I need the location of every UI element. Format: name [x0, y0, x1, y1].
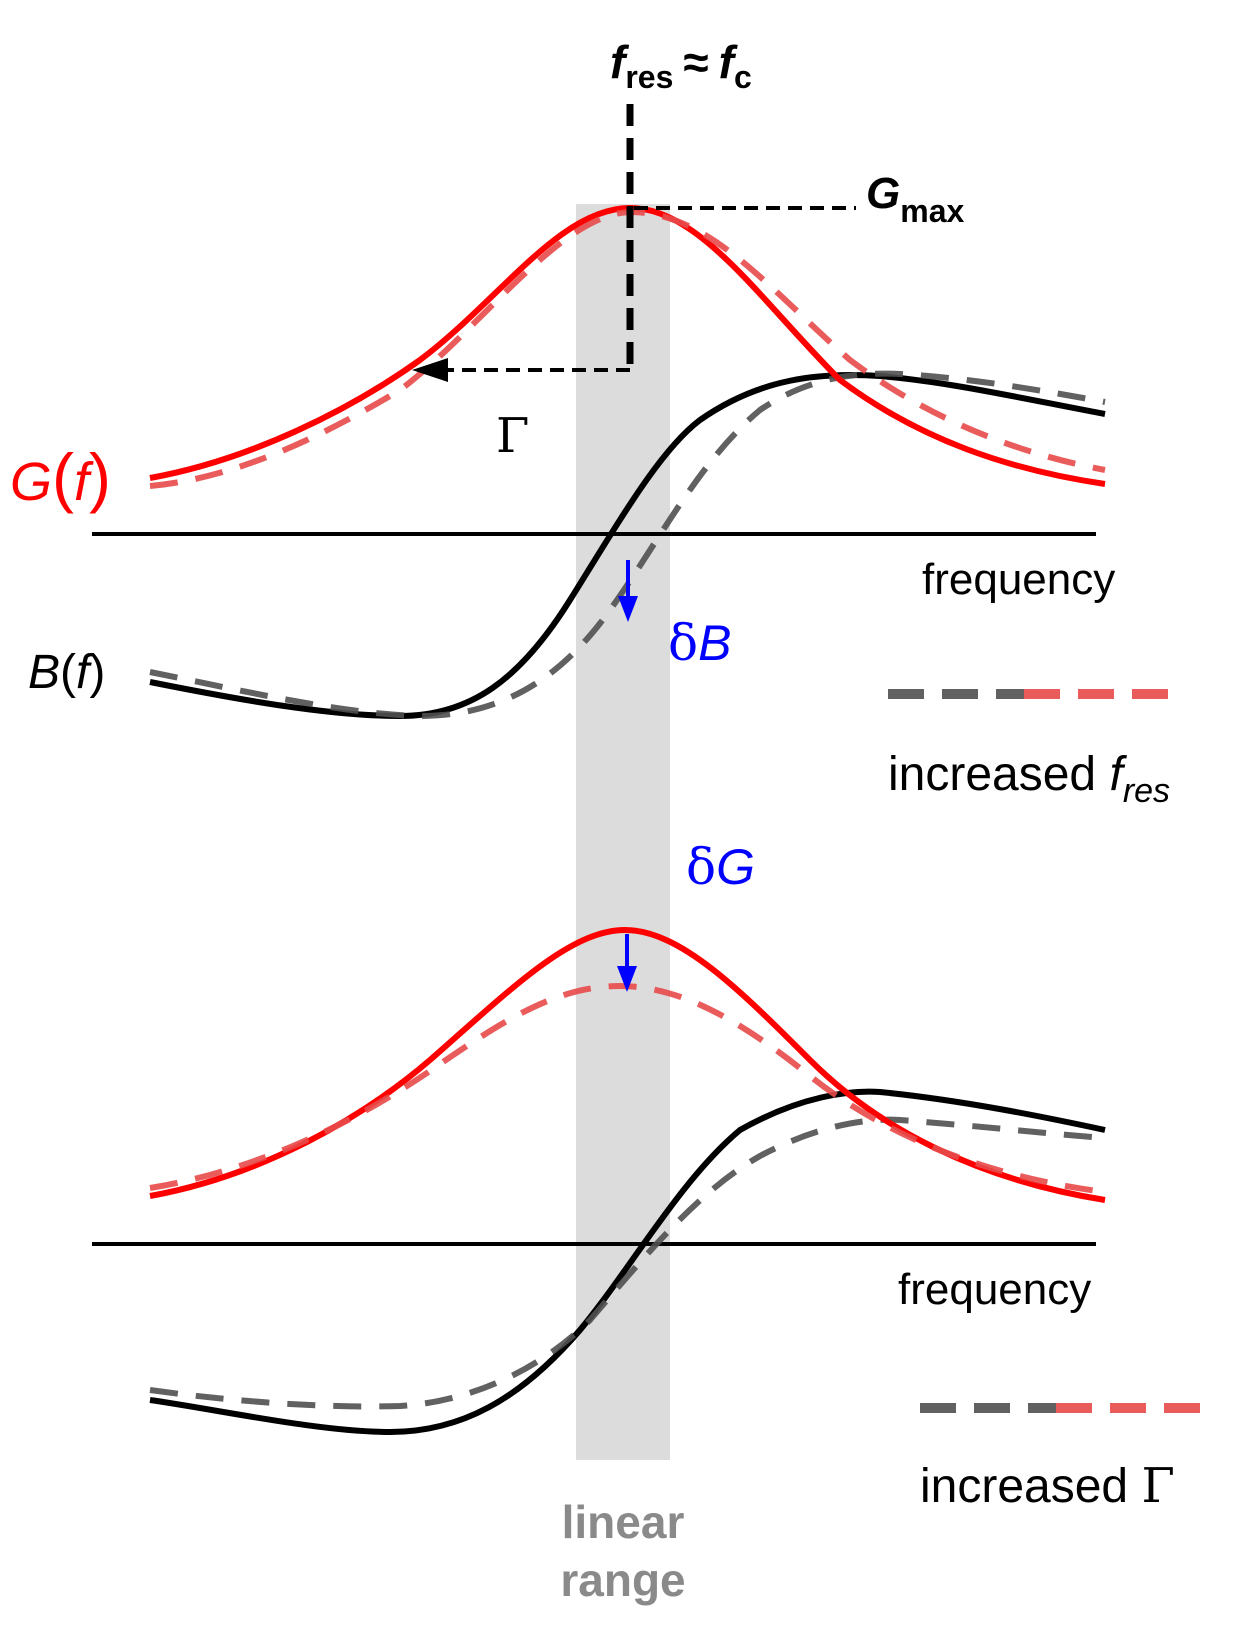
gamma-label: Γ: [496, 408, 529, 464]
susceptance-curve-top-shifted: [149, 370, 1106, 720]
conductance-curve-bottom-shifted: [149, 982, 1106, 1195]
b-of-f-label: B(f): [28, 646, 105, 699]
left-arrow-icon: [412, 358, 448, 382]
susceptance-curve-bottom-shifted: [149, 1116, 1106, 1410]
susceptance-curve-top: [149, 371, 1106, 720]
susceptance-curve-bottom: [149, 1088, 1106, 1436]
gmax-label: Gmax: [866, 169, 964, 229]
frequency-label-top: frequency: [922, 555, 1115, 604]
delta-b-label: δB: [668, 614, 731, 672]
linear-range-label-line2: range: [560, 1554, 685, 1606]
delta-g-label: δG: [686, 838, 755, 896]
g-of-f-label: G(f): [10, 440, 111, 514]
delta-b-arrow: [618, 560, 638, 622]
legend-bottom-label: increased Γ: [920, 1458, 1175, 1514]
linear-range-label-line1: linear: [562, 1496, 685, 1548]
frequency-label-bottom: frequency: [898, 1265, 1091, 1314]
down-arrow-icon: [618, 596, 638, 622]
down-arrow-icon: [617, 966, 637, 992]
legend-top-label: increased fres: [888, 748, 1170, 810]
fres-label: fres ≈ fc: [610, 36, 752, 95]
delta-g-arrow: [617, 934, 637, 992]
